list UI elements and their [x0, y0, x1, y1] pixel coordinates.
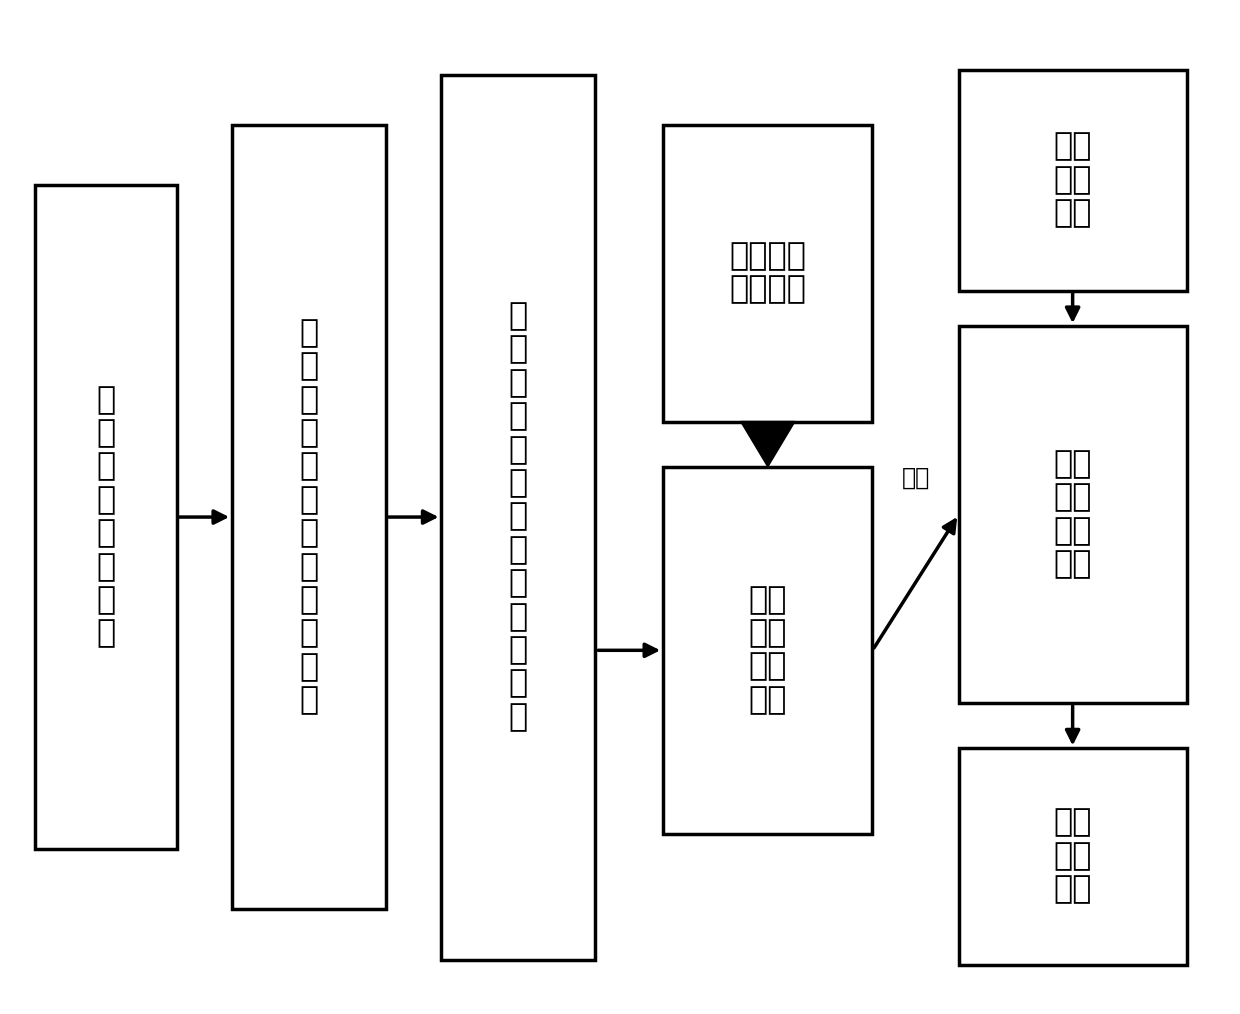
Bar [959, 748, 1187, 964]
Bar [959, 70, 1187, 291]
Bar [663, 466, 873, 834]
Polygon shape [740, 422, 795, 466]
Bar [35, 186, 176, 849]
Bar [441, 75, 595, 959]
Text: 实测
数据
输入: 实测 数据 输入 [1054, 131, 1092, 229]
Bar [959, 325, 1187, 703]
Text: 确立: 确立 [901, 465, 930, 490]
Text: 建立
模糊
隶属
函数: 建立 模糊 隶属 函数 [749, 585, 787, 716]
Text: 诊断
结果
输出: 诊断 结果 输出 [1054, 807, 1092, 906]
Bar [663, 125, 873, 422]
Text: 建
立
顶
事
件
故
障
树: 建 立 顶 事 件 故 障 树 [97, 384, 115, 649]
Text: 建
立
模
糊
神
经
网
络
结
构
模
型: 建 立 模 糊 神 经 网 络 结 构 模 型 [299, 317, 319, 716]
Text: 提
取
训
练
样
本
，
训
练
神
经
网
络: 提 取 训 练 样 本 ， 训 练 神 经 网 络 [508, 301, 528, 733]
Text: 监测平台
历史数据: 监测平台 历史数据 [729, 241, 806, 305]
Text: 模糊
神经
网络
模型: 模糊 神经 网络 模型 [1054, 449, 1092, 580]
Bar [232, 125, 386, 910]
